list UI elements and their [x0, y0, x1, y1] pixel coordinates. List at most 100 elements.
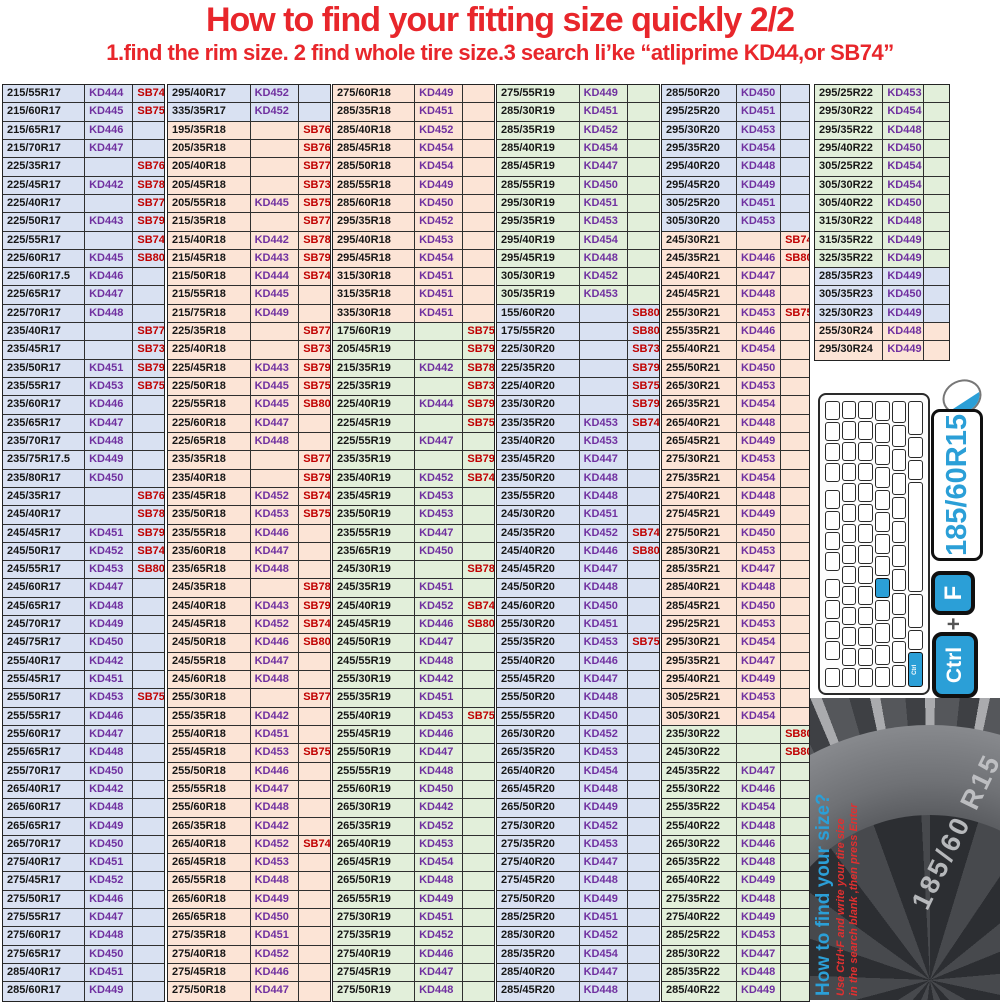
tire-size-cell: 215/35R19 [333, 359, 416, 377]
kd-code-cell: KD452 [85, 542, 134, 561]
kd-code-cell: KD450 [85, 762, 134, 780]
tire-size-cell: 245/30R19 [333, 561, 416, 579]
sb-code-cell [299, 103, 330, 121]
sb-code-cell [781, 982, 809, 1001]
table-row: 255/70R17 KD450 [3, 762, 164, 781]
tire-size-cell: 295/40R21 [662, 671, 737, 689]
tire-size-cell: 235/50R19 [333, 506, 416, 524]
sb-code-cell: SB74 [628, 524, 659, 542]
keyboard-key [825, 490, 840, 509]
table-row: 245/35R22 KD447 [662, 762, 809, 781]
sb-code-cell [463, 762, 494, 780]
kd-code-cell: KD448 [85, 799, 134, 817]
table-row: 255/60R19 KD450 [333, 780, 494, 800]
tire-size-cell: 255/45R18 [168, 744, 251, 762]
kd-code-cell: KD449 [736, 982, 782, 1001]
sb-code-cell [628, 927, 659, 945]
kd-code-cell: KD452 [250, 616, 300, 634]
sb-code-cell: SB80 [299, 396, 330, 414]
tire-size-cell: 285/55R19 [497, 176, 580, 194]
kd-code-cell [415, 451, 464, 469]
table-row: 225/35R19 SB73 [333, 378, 494, 397]
table-row: 265/35R22 KD448 [662, 854, 809, 873]
sb-code-cell [781, 597, 809, 616]
kd-code-cell: KD448 [250, 799, 300, 817]
tire-size-cell: 285/40R17 [3, 964, 86, 982]
table-row: 285/30R19 KD451 [497, 103, 659, 122]
keyboard-key [891, 593, 907, 615]
sb-code-cell [299, 414, 330, 432]
tire-size-cell: 215/65R17 [3, 121, 86, 139]
tire-size-cell: 235/35R19 [333, 451, 416, 469]
tire-size-cell: 245/40R18 [168, 597, 251, 616]
table-row: 225/55R17 SB74 [3, 231, 164, 250]
tire-size-cell: 235/65R19 [333, 542, 416, 561]
table-row: 225/65R18 KD448 [168, 432, 330, 452]
tire-size-cell: 205/45R18 [168, 176, 251, 194]
sb-code-cell [463, 945, 494, 963]
sb-code-cell: SB80 [628, 304, 659, 323]
tire-size-cell: 235/55R17 [3, 378, 86, 396]
sb-code-cell [463, 194, 494, 213]
kd-code-cell: KD449 [883, 341, 924, 360]
kd-code-cell: KD451 [579, 103, 629, 121]
sb-code-cell [463, 524, 494, 542]
sb-code-cell [781, 616, 809, 634]
tire-size-cell: 245/40R17 [3, 506, 86, 524]
kd-code-cell: KD447 [250, 652, 300, 670]
tire-size-cell: 225/55R18 [168, 396, 251, 414]
keyboard-key [875, 400, 890, 422]
table-row: 225/60R18 KD447 [168, 414, 330, 433]
table-row: 245/55R18 KD447 [168, 652, 330, 671]
sb-code-cell [923, 85, 949, 103]
tire-size-cell: 285/30R20 [497, 927, 580, 945]
sb-code-cell [133, 304, 164, 323]
sb-code-cell: SB75 [628, 634, 659, 652]
table-row: 275/60R18 KD449 [333, 85, 494, 104]
tire-size-cell: 275/40R18 [168, 945, 251, 963]
keyboard-f-key-highlight [875, 578, 890, 599]
kd-code-cell: KD447 [579, 854, 629, 872]
sb-code-cell [628, 249, 659, 268]
keyboard-illustration: Ctrl [816, 390, 932, 698]
keyboard-key [841, 627, 857, 646]
tire-size-cell: 245/45R19 [333, 616, 416, 634]
tire-size-cell: 285/55R18 [333, 176, 416, 194]
tire-size-cell: 295/35R18 [333, 213, 416, 231]
table-row: 245/40R21 KD447 [662, 268, 809, 287]
table-row: 285/35R19 KD452 [497, 121, 659, 140]
sb-code-cell [463, 652, 494, 670]
tire-size-cell: 265/40R20 [497, 762, 580, 780]
table-row: 195/35R18 SB76 [168, 121, 330, 140]
tire-size-cell: 275/45R18 [168, 964, 251, 982]
tire-size-cell: 275/35R21 [662, 469, 737, 487]
kd-code-cell [415, 561, 464, 579]
tire-size-cell: 295/35R20 [662, 139, 737, 158]
table-row: 285/55R19 KD450 [497, 176, 659, 195]
table-row: 225/55R18 KD445 SB80 [168, 396, 330, 415]
sb-code-cell: SB78 [299, 231, 330, 249]
tire-size-cell: 265/55R18 [168, 872, 251, 890]
tire-size-cell: 225/40R18 [168, 341, 251, 359]
tire-size-cell: 275/60R18 [333, 85, 416, 103]
kd-code-cell: KD447 [415, 432, 464, 451]
kd-code-cell: KD449 [736, 176, 782, 194]
tire-size-cell: 225/35R19 [333, 378, 416, 396]
table-row: 265/30R20 KD452 [497, 725, 659, 745]
keyboard-key [891, 497, 907, 519]
tire-size-cell: 295/30R22 [815, 103, 884, 121]
kd-code-cell: KD451 [736, 103, 782, 121]
tire-size-cell: 265/35R18 [168, 817, 251, 835]
sb-code-cell: SB79 [628, 359, 659, 377]
kd-code-cell: KD448 [736, 414, 782, 432]
table-row: 245/50R17 KD452 SB74 [3, 542, 164, 562]
kd-code-cell: KD449 [736, 872, 782, 890]
table-row: 235/35R19 SB79 [333, 451, 494, 470]
table-row: 265/60R17 KD448 [3, 799, 164, 818]
table-row: 245/40R17 SB78 [3, 506, 164, 525]
kd-code-cell: KD451 [579, 506, 629, 524]
tire-size-cell: 245/35R19 [333, 579, 416, 597]
keyboard-key [875, 556, 890, 577]
keyboard-key [841, 544, 857, 564]
table-row: 255/40R19 KD453 SB75 [333, 707, 494, 726]
